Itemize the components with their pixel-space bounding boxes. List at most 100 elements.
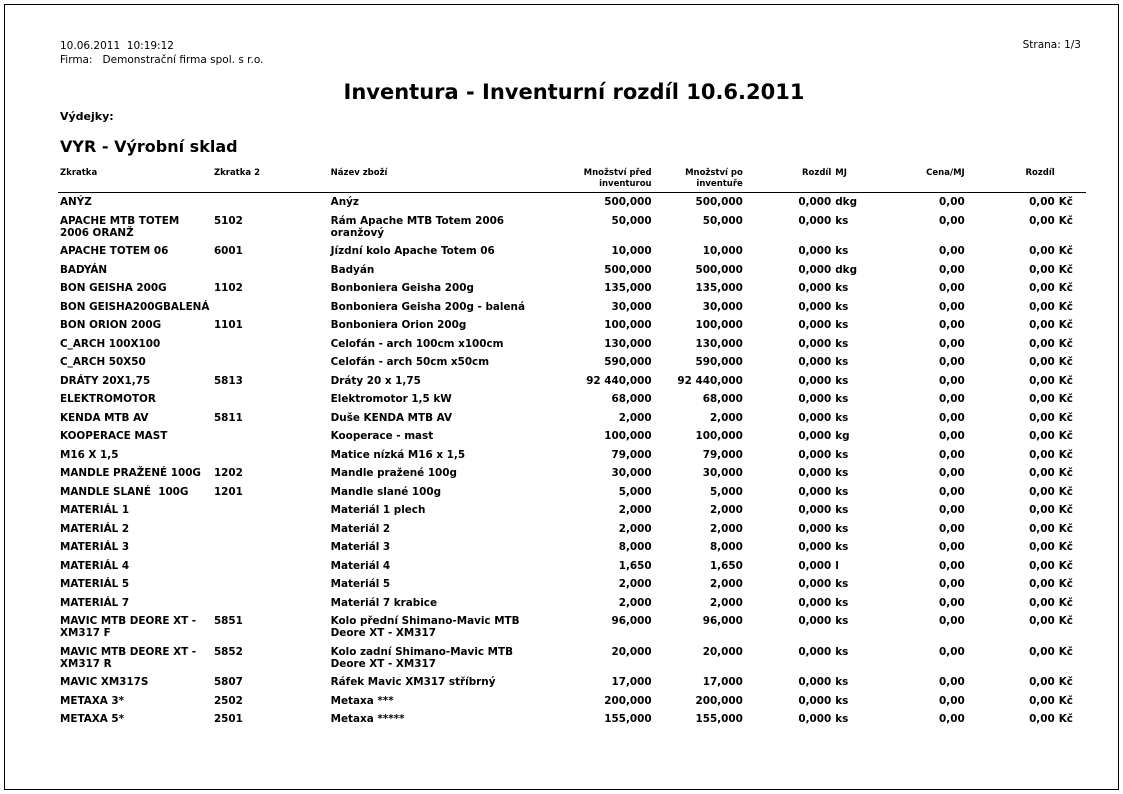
table-cell: Bonboniera Geisha 200g <box>330 282 474 294</box>
table-cell: Kč <box>1058 430 1073 442</box>
table-cell: 130,000 <box>695 337 743 350</box>
table-cell: Kč <box>1058 578 1073 590</box>
table-cell: 0,00 <box>1029 245 1055 257</box>
table-cell: Kolo přední Shimano-Mavic MTB Deore XT -… <box>330 615 520 639</box>
table-cell: Kč <box>1058 713 1073 725</box>
table-cell: 0,00 <box>1029 596 1055 609</box>
table-cell: 0,000 <box>798 245 832 257</box>
table-cell: ks <box>835 356 849 368</box>
table-cell <box>212 335 329 354</box>
table-cell: 0,00 <box>939 504 965 516</box>
table-cell: 0,00 <box>1029 522 1055 535</box>
warehouse-heading: VYR - Výrobní sklad <box>60 137 238 156</box>
table-cell: ks <box>835 282 849 294</box>
table-cell: 96,000 <box>611 615 652 627</box>
table-cell: 79,000 <box>611 448 652 461</box>
table-row: MANDLE PRAŽENÉ 100G 1202 Mandle pražené 10… <box>58 464 1086 483</box>
table-cell: MATERIÁL 5 <box>60 578 130 590</box>
table-cell: Metaxa ***** <box>330 713 405 725</box>
table-cell: ELEKTROMOTOR <box>60 393 156 405</box>
table-cell: 1102 <box>213 282 243 294</box>
table-cell: BADYÁN <box>60 263 108 276</box>
table-cell: 0,000 <box>798 504 832 516</box>
table-cell: ks <box>835 467 849 479</box>
table-cell: 6001 <box>213 245 243 257</box>
table-cell: 0,000 <box>798 448 832 461</box>
column-header <box>1056 166 1086 193</box>
table-cell: 5,000 <box>618 485 652 498</box>
table-cell: 96,000 <box>702 615 743 627</box>
table-cell: Celofán - arch 100cm x100cm <box>330 337 504 350</box>
table-cell: Celofán - arch 50cm x50cm <box>330 356 490 368</box>
table-cell: 2,000 <box>709 596 743 609</box>
table-cell: 0,00 <box>939 694 965 707</box>
table-cell: 0,00 <box>1029 615 1055 627</box>
table-cell: 0,00 <box>939 578 965 590</box>
table-cell: 0,00 <box>939 485 965 498</box>
table-row: MAVIC XM317S 5807 Ráfek Mavic XM317 stříbr… <box>58 673 1086 692</box>
table-cell: 0,000 <box>798 337 832 350</box>
table-cell: ks <box>835 485 849 498</box>
table-cell: 50,000 <box>702 214 743 227</box>
table-cell: 0,000 <box>798 596 832 609</box>
column-header: Množství po inventuře <box>653 166 745 193</box>
table-cell: 0,000 <box>798 282 832 294</box>
table-cell: 0,00 <box>939 196 965 208</box>
table-cell: Kč <box>1058 615 1073 627</box>
firm-name: Demonstrační firma spol. s r.o. <box>102 54 264 66</box>
table-cell: BON ORION 200G <box>60 319 162 331</box>
table-cell: 5807 <box>213 676 243 688</box>
table-cell: 500,000 <box>604 196 652 208</box>
table-row: BON ORION 200G 1101 Bonboniera Orion 200g 1… <box>58 316 1086 335</box>
column-header: Název zboží <box>328 166 553 193</box>
table-cell: 0,00 <box>939 430 965 442</box>
table-cell: 0,000 <box>798 263 832 276</box>
table-cell <box>212 446 329 465</box>
table-cell: ks <box>835 319 849 331</box>
table-cell: Kč <box>1058 504 1073 516</box>
table-cell: 20,000 <box>702 645 743 658</box>
table-cell: 0,000 <box>798 374 832 387</box>
table-row: BON GEISHA200GBALENÁ Bonboniera Geisha 20… <box>58 298 1086 317</box>
inventory-table: Zkratka Zkratka 2 Název zboží Množství před… <box>58 166 1086 729</box>
table-cell: kg <box>835 430 850 442</box>
table-cell: ks <box>835 300 849 313</box>
table-cell: Kč <box>1058 485 1073 498</box>
table-cell: Ráfek Mavic XM317 stříbrný <box>330 676 496 688</box>
table-cell: 0,00 <box>939 300 965 313</box>
table-cell: 92 440,000 <box>677 374 743 387</box>
table-cell: 0,00 <box>1029 263 1055 276</box>
table-cell: 500,000 <box>604 263 652 276</box>
table-cell: Kč <box>1058 676 1073 688</box>
table-cell: 100,000 <box>604 430 652 442</box>
column-header: Cena/MJ <box>885 166 967 193</box>
report-meta: 10.06.2011 10:19:12 Firma: Demonstrační … <box>60 39 263 67</box>
table-cell: Kč <box>1058 245 1073 257</box>
table-cell: 0,000 <box>798 713 832 725</box>
table-cell: MANDLE PRAŽENÉ 100G <box>60 467 201 479</box>
table-cell: 10,000 <box>702 245 743 257</box>
table-cell: 1101 <box>213 319 243 331</box>
table-cell: 0,00 <box>1029 374 1055 387</box>
table-header: Zkratka Zkratka 2 Název zboží Množství před… <box>58 166 1086 193</box>
column-header: MJ <box>833 166 886 193</box>
table-cell: ks <box>835 214 849 227</box>
table-cell: 1202 <box>213 467 243 479</box>
table-cell: Materiál 3 <box>330 541 391 553</box>
table-cell: 0,00 <box>939 282 965 294</box>
table-cell: Kč <box>1058 300 1073 313</box>
table-cell: Materiál 2 <box>330 522 391 535</box>
table-cell: 5813 <box>213 374 243 387</box>
table-cell: Bonboniera Geisha 200g - balená <box>330 300 525 313</box>
table-cell: 2502 <box>213 694 243 707</box>
table-row: MATERIÁL 3 Materiál 3 8,000 8,000 0,000 ks 0,0… <box>58 538 1086 557</box>
table-cell: 200,000 <box>604 694 652 707</box>
table-cell: 50,000 <box>611 214 652 227</box>
table-row: MATERIÁL 1 Materiál 1 plech 2,000 2,000 0,00… <box>58 501 1086 520</box>
table-cell: Mandle pražené 100g <box>330 467 457 479</box>
table-cell: 0,000 <box>798 467 832 479</box>
table-row: MATERIÁL 4 Materiál 4 1,650 1,650 0,000 l 0,00… <box>58 557 1086 576</box>
table-cell: 500,000 <box>695 263 743 276</box>
table-cell: Materiál 7 krabice <box>330 596 438 609</box>
table-cell: APACHE MTB TOTEM 2006 ORANŽ <box>60 214 183 239</box>
